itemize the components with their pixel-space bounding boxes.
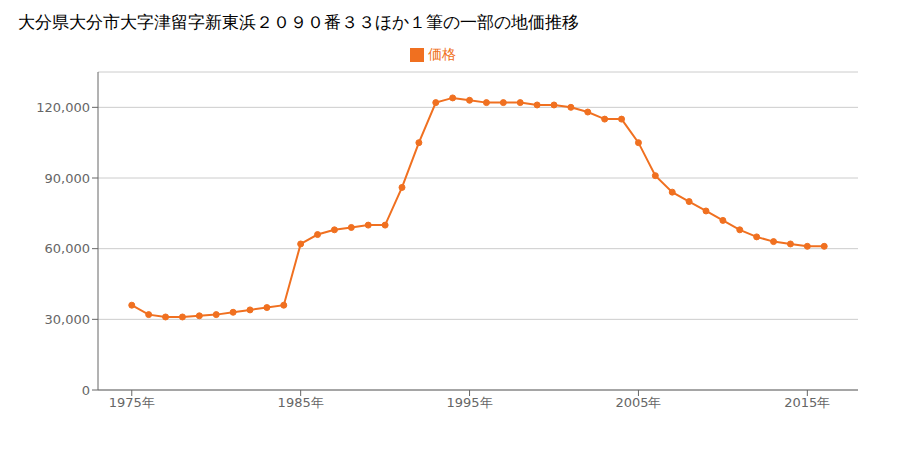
svg-text:1985年: 1985年 bbox=[278, 395, 324, 410]
html-text:大分県大分市大字津留字新東浜２０９０番３３ほか１筆の一部の地: 大分県大分市大字津留字新東浜２０９０番３３ほか１筆の一部の地価推移 bbox=[18, 12, 579, 32]
svg-text:2005年: 2005年 bbox=[615, 395, 661, 410]
svg-text:1975年: 1975年 bbox=[109, 395, 155, 410]
svg-text:1995年: 1995年 bbox=[447, 395, 493, 410]
svg-text:90,000: 90,000 bbox=[45, 171, 91, 186]
svg-text:120,000: 120,000 bbox=[36, 100, 90, 115]
svg-text:2015年: 2015年 bbox=[784, 395, 830, 410]
svg-text:0: 0 bbox=[82, 383, 90, 398]
html-text:価格: 価格 bbox=[428, 46, 456, 62]
svg-text:30,000: 30,000 bbox=[45, 312, 91, 327]
svg-text:60,000: 60,000 bbox=[45, 241, 91, 256]
